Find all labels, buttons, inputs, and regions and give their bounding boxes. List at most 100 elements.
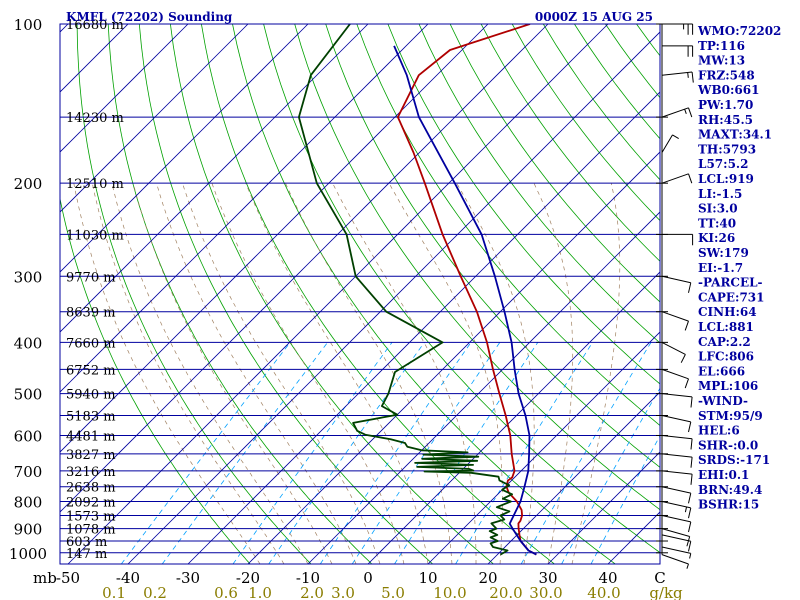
isotherm-line [60,24,249,213]
wind-barb [661,546,692,559]
height-label: 4481 m [66,430,116,445]
pressure-tick-label: 1000 [9,545,47,563]
index-value: PW:1.70 [698,98,753,112]
height-label: 7660 m [66,336,116,351]
index-value: EI:-1.7 [698,261,743,275]
mixing-ratio-line [120,342,291,564]
dry-adiabat-line [76,24,312,564]
wind-barb [661,71,694,83]
pressure-axis-label: mb [33,569,57,587]
index-value: CAP:2.2 [698,335,751,349]
wind-barb [661,435,693,450]
dry-adiabat-line [480,24,660,262]
mixing-ratio-line [351,342,501,564]
height-label: 8639 m [66,306,116,321]
dry-adiabat-line [201,24,555,564]
index-value: KI:26 [698,231,735,245]
mixing-ratio-line [590,435,660,564]
wind-barb [661,554,689,569]
index-value: BRN:49.4 [698,483,762,497]
height-label: 5940 m [66,388,116,403]
parcel-trace [393,45,537,556]
wind-barb [661,107,693,118]
index-value: SHR-:0.0 [698,438,758,452]
pressure-tick-label: 500 [14,386,43,404]
moist-adiabat-line [388,183,503,564]
indices-panel: WMO:72202TP:116MW:13FRZ:548WB0:661PW:1.7… [697,24,781,512]
mixing-ratio-line [520,342,652,564]
index-value: TH:5793 [698,142,756,156]
isotherm-line [60,24,549,513]
mixing-ratio-tick-label: 5.0 [381,584,405,600]
moist-adiabat-line [73,183,261,564]
index-value: WMO:72202 [697,24,781,38]
index-value: -WIND- [698,394,748,408]
wind-barb [661,341,686,363]
mixing-ratio-tick-label: 0.1 [102,584,126,600]
index-value: -PARCEL- [698,276,763,290]
mixing-ratio-line [268,342,425,564]
mixing-ratio-line [455,342,593,564]
pressure-tick-label: 100 [14,16,43,34]
temperature-trace [397,24,537,556]
mixing-ratio-unit: g/kg [649,584,683,600]
wind-barb [661,470,693,485]
temperature-tick-label: 30 [538,569,557,587]
temperature-tick-label: 0 [363,569,373,587]
isotherm-line [247,151,660,564]
wind-barb [661,534,692,552]
index-value: MAXT:34.1 [698,128,772,142]
index-value: WB0:661 [697,83,759,97]
moist-adiabat-line [211,183,405,564]
wind-barb [661,275,692,293]
mixing-ratio-tick-label: 10.0 [433,584,466,600]
plot-frame [59,23,661,565]
index-value: LFC:806 [698,350,754,364]
chart-title: KMFL (72202) Sounding [66,10,233,24]
mixing-ratio-tick-label: 2.0 [300,584,324,600]
isotherm-line [67,24,609,564]
wind-barb [661,515,692,533]
index-value: MW:13 [698,54,745,68]
dry-adiabat-line [325,24,660,468]
temperature-tick-label: -10 [296,569,320,587]
wind-barb [661,311,689,331]
height-label: 2092 m [66,496,116,511]
isotherm-line [307,211,660,564]
dry-adiabat-line [449,24,660,303]
isotherm-line [60,24,309,273]
index-value: LCL:919 [698,172,754,186]
dewpoint-trace [298,24,513,556]
index-value: TT:40 [698,216,736,230]
mixing-ratio-line [394,342,539,564]
moist-adiabat-line [132,183,333,564]
valid-time: 0000Z 15 AUG 25 [535,10,653,24]
temperature-tick-label: -40 [116,569,140,587]
mixing-ratio-tick-label: 0.2 [143,584,167,600]
dry-adiabat-line [60,196,251,564]
height-label: 14230 m [66,111,124,126]
wind-barb [661,173,693,184]
temperature-tick-label: -50 [56,569,80,587]
wind-barb [661,368,689,389]
index-value: TP:116 [698,39,745,53]
index-value: SI:3.0 [698,202,738,216]
index-value: CINH:64 [698,305,757,319]
height-label: 1078 m [66,523,116,538]
height-label: 6752 m [66,363,116,378]
moist-adiabat-line [456,183,535,564]
dry-adiabat-line [387,24,660,385]
index-value: LI:-1.5 [698,187,742,201]
mixing-ratio-tick-label: 20.0 [489,584,522,600]
pressure-tick-label: 600 [14,428,43,446]
plot-border [59,23,661,565]
dry-adiabat-line [294,24,660,511]
height-label: 16680 m [66,18,124,33]
index-value: MPL:106 [698,379,758,393]
wind-barb [661,453,693,468]
height-label: 3827 m [66,448,116,463]
pressure-tick-label: 200 [14,175,43,193]
moist-adiabat-line [182,183,381,564]
